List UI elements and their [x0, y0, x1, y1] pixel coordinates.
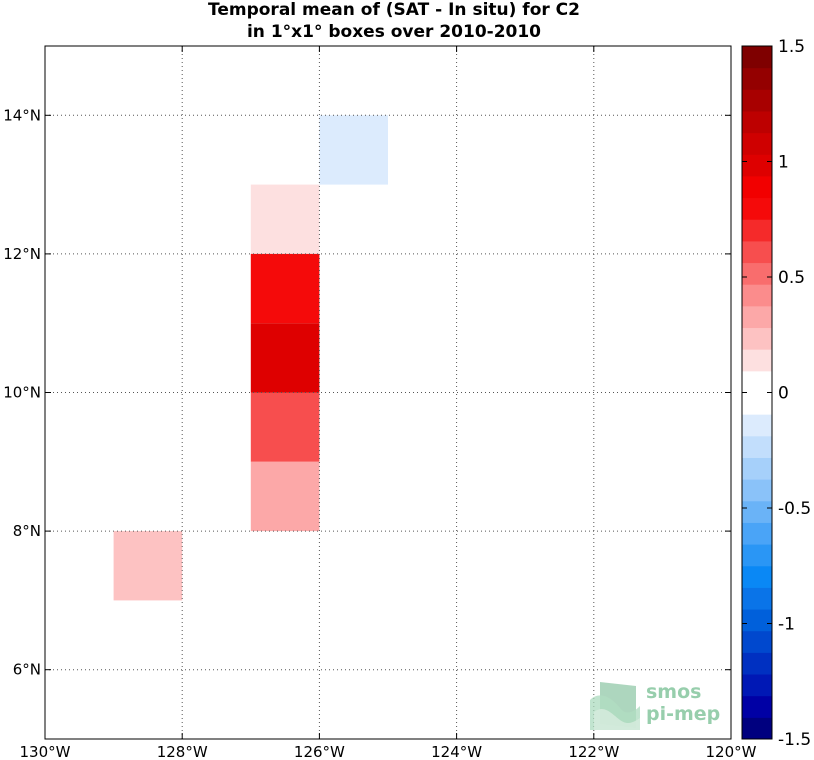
logo-text-pi-mep: pi-mep — [646, 703, 720, 725]
x-tick-label-2: 126°W — [294, 743, 345, 760]
colorbar-swatch-28 — [742, 110, 772, 134]
colorbar-tick-label-6: -1.5 — [778, 730, 811, 750]
colorbar-swatch-7 — [742, 565, 772, 588]
colorbar-swatch-24 — [742, 197, 772, 220]
colorbar-swatch-22 — [742, 240, 772, 264]
colorbar-swatch-14 — [742, 414, 772, 437]
colorbar-swatch-3 — [742, 652, 772, 675]
colorbar-swatch-6 — [742, 587, 772, 610]
chart-title-line-1: Temporal mean of (SAT - In situ) for C2 — [208, 0, 580, 20]
data-cell-0 — [250, 184, 320, 254]
y-tick-label-1: 8°N — [13, 522, 41, 540]
colorbar-swatch-31 — [742, 46, 772, 69]
colorbar-tick-label-1: 1 — [778, 153, 789, 173]
colorbar-swatch-0 — [742, 717, 772, 740]
smos-pi-mep-logo: smos pi-mep — [590, 681, 720, 730]
colorbar-tick-label-2: 0.5 — [778, 268, 805, 288]
colorbar-swatch-30 — [742, 67, 772, 90]
colorbar-swatches — [742, 46, 772, 740]
data-cell-3 — [250, 392, 320, 462]
colorbar-tick-label-5: -1 — [778, 615, 795, 635]
colorbar-tick-label-3: 0 — [778, 384, 789, 404]
y-tick-label-4: 14°N — [3, 106, 41, 124]
logo-waves-icon — [590, 682, 640, 730]
colorbar-swatch-18 — [742, 327, 772, 350]
data-cell-5 — [319, 115, 388, 185]
colorbar-swatch-25 — [742, 175, 772, 199]
colorbar-swatch-17 — [742, 349, 772, 372]
x-tick-label-1: 128°W — [157, 743, 208, 760]
x-axis-ticks: 130°W 128°W 126°W 124°W 122°W 120°W — [20, 46, 757, 760]
x-tick-label-3: 124°W — [431, 743, 482, 760]
colorbar-swatch-12 — [742, 457, 772, 480]
colorbar-swatch-20 — [742, 284, 772, 307]
colorbar-swatch-16 — [742, 370, 772, 393]
colorbar-tick-label-0: 1.5 — [778, 37, 805, 57]
x-tick-label-0: 130°W — [20, 743, 71, 760]
colorbar-swatch-5 — [742, 609, 772, 632]
colorbar-swatch-19 — [742, 305, 772, 329]
colorbar-tick-label-4: -0.5 — [778, 499, 811, 519]
y-tick-label-0: 6°N — [13, 661, 41, 679]
data-cell-4 — [250, 461, 320, 532]
colorbar-swatch-21 — [742, 262, 772, 285]
colorbar-swatch-29 — [742, 89, 772, 112]
colorbar-swatch-1 — [742, 695, 772, 718]
data-cell-6 — [113, 531, 183, 601]
colorbar-swatch-23 — [742, 219, 772, 242]
colorbar-swatch-11 — [742, 479, 772, 502]
plot-area: 130°W 128°W 126°W 124°W 122°W 120°W 6°N 8°N 10°… — [3, 45, 757, 760]
x-tick-label-4: 122°W — [568, 743, 619, 760]
logo-text-smos: smos — [646, 681, 701, 703]
colorbar-swatch-10 — [742, 500, 772, 523]
colorbar-swatch-27 — [742, 132, 772, 155]
y-axis-ticks: 6°N 8°N 10°N 12°N 14°N — [3, 106, 731, 679]
colorbar-swatch-9 — [742, 522, 772, 545]
colorbar-swatch-26 — [742, 154, 772, 177]
colorbar-swatch-8 — [742, 544, 772, 567]
colorbar-swatch-2 — [742, 674, 772, 697]
y-tick-label-2: 10°N — [3, 384, 41, 402]
data-cell-2 — [250, 323, 320, 393]
data-cell-1 — [250, 253, 320, 324]
colorbar: 1.5 1 0.5 0 -0.5 -1 -1.5 — [741, 37, 811, 750]
colorbar-swatch-13 — [742, 435, 772, 458]
colorbar-ticks: 1.5 1 0.5 0 -0.5 -1 -1.5 — [742, 37, 811, 750]
colorbar-swatch-15 — [742, 392, 772, 415]
data-cells — [113, 115, 388, 601]
chart-title-line-2: in 1°x1° boxes over 2010-2010 — [247, 22, 541, 42]
y-tick-label-3: 12°N — [3, 245, 41, 263]
x-tick-label-5: 120°W — [706, 743, 757, 760]
colorbar-swatch-4 — [742, 630, 772, 653]
